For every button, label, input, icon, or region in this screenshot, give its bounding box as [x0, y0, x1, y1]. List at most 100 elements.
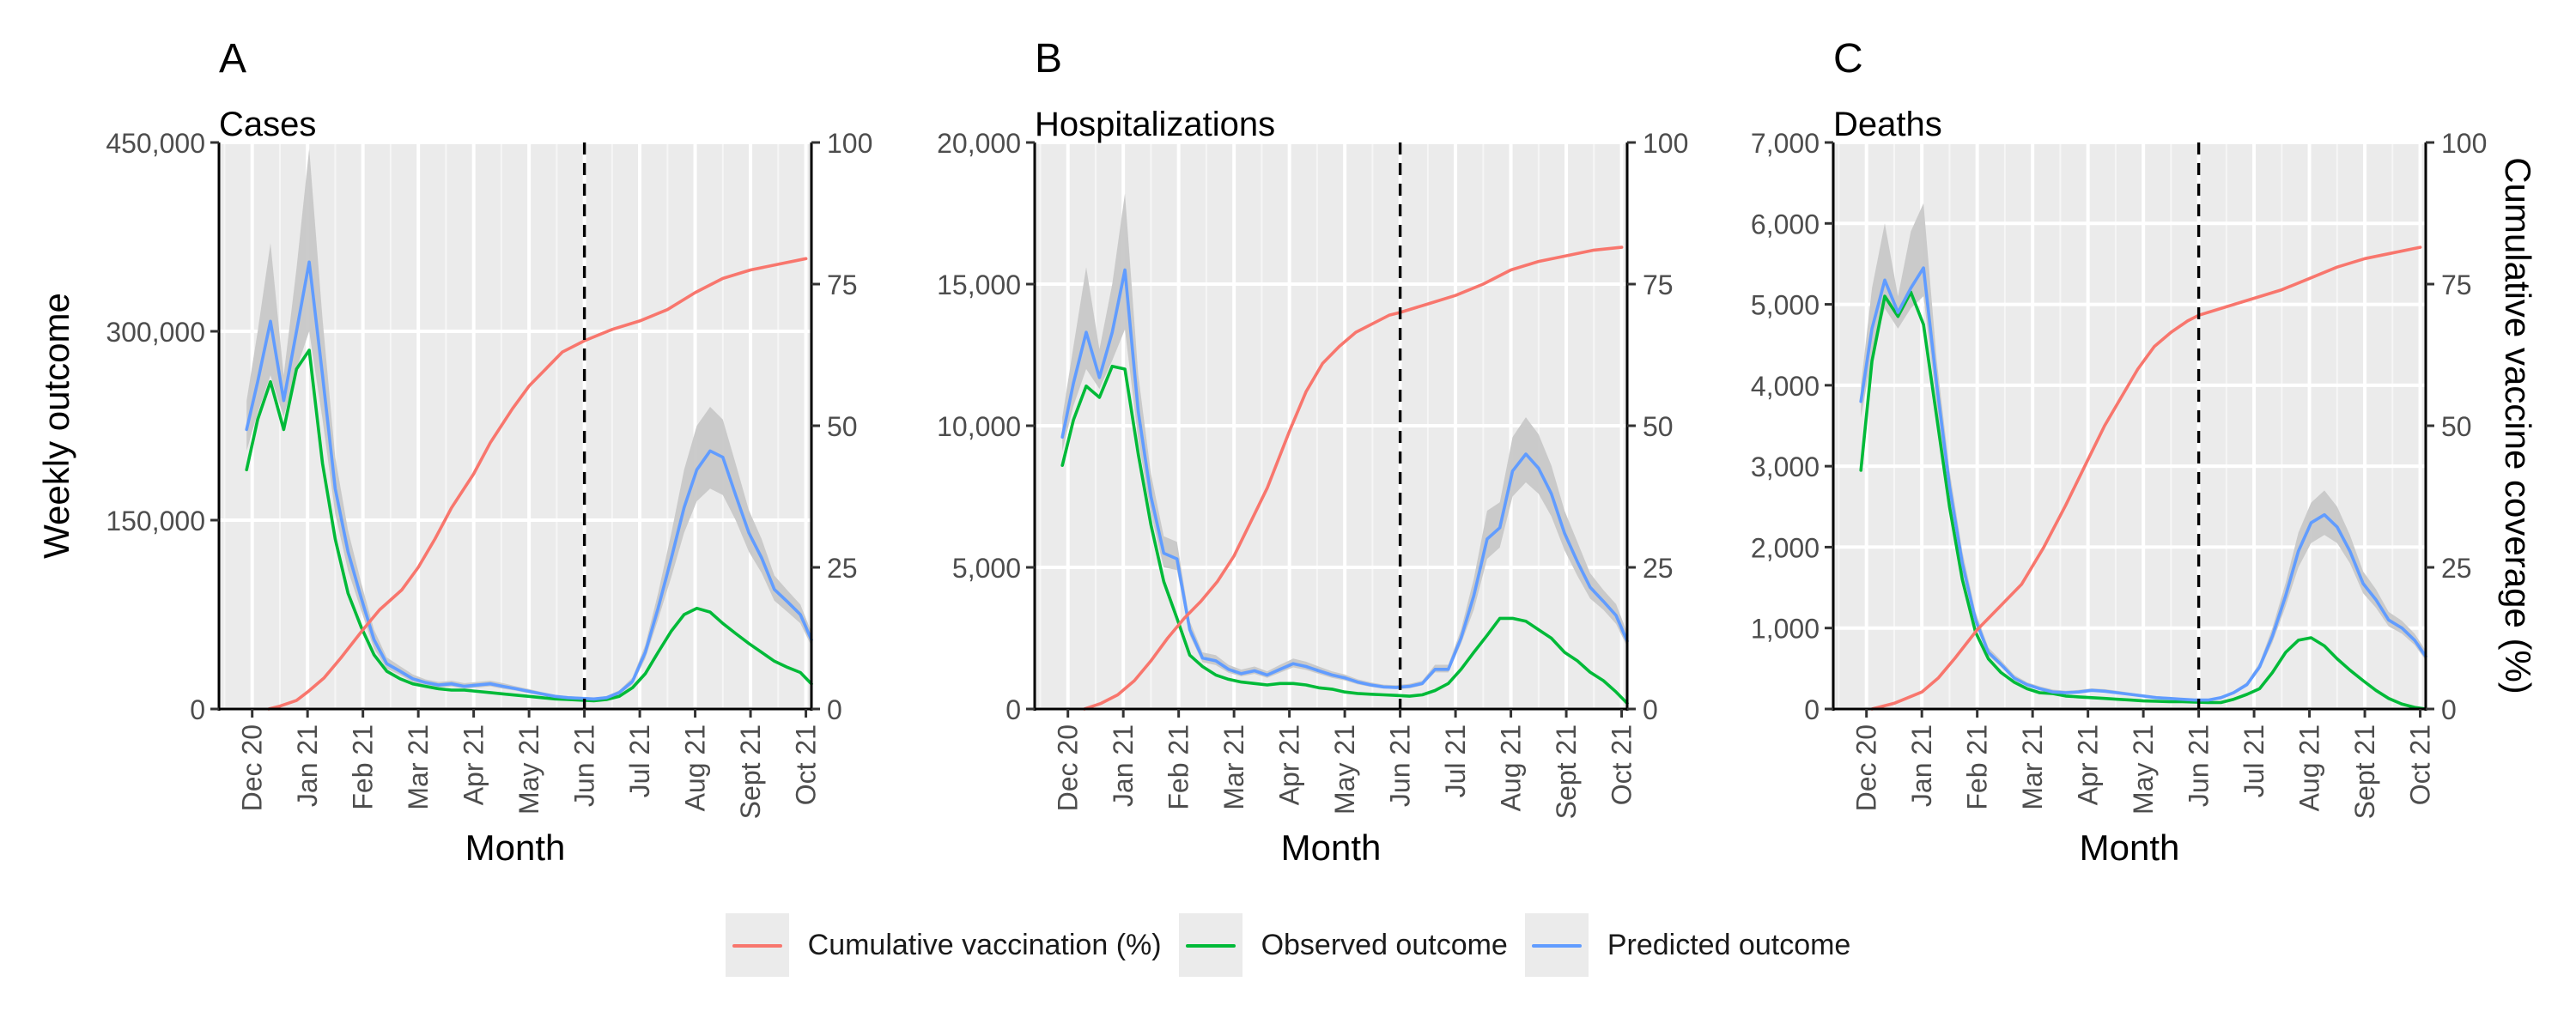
y-tick-label-right: 0 — [1643, 694, 1658, 725]
x-tick-label: Sept 21 — [1551, 724, 1582, 819]
y-tick-label-left: 7,000 — [1751, 128, 1820, 159]
x-tick-label: Jun 21 — [1385, 724, 1416, 807]
panel-tag: B — [1035, 36, 1062, 82]
x-tick-label: Apr 21 — [459, 724, 489, 805]
x-tick-label: Feb 21 — [1962, 724, 1993, 810]
panel-title: Hospitalizations — [1035, 106, 1275, 143]
vaccination-line — [1870, 245, 2422, 711]
y-tick-label-right: 50 — [2441, 411, 2472, 442]
y-tick-label-right: 100 — [827, 128, 872, 159]
y-tick-label-right: 0 — [2441, 694, 2457, 725]
x-tick-label: Mar 21 — [1218, 724, 1249, 810]
y-tick-label-left: 4,000 — [1751, 371, 1820, 402]
observed-line — [1060, 364, 1629, 706]
chart-canvas: 0 150,000 300,000 450,000 0 25 50 75 100 Dec 20 Ja… — [36, 36, 2538, 868]
panel-b: 0 5,000 10,000 15,000 20,000 0 25 50 75 100 Dec 20… — [937, 36, 1688, 868]
x-tick-label: Jul 21 — [2239, 724, 2269, 797]
panel-tag: A — [219, 36, 246, 82]
y-tick-label-left: 20,000 — [937, 128, 1021, 159]
x-tick-label: Sept 21 — [2349, 724, 2380, 819]
x-tick-label: Jun 21 — [569, 724, 600, 807]
y-tick-label-left: 6,000 — [1751, 209, 1820, 239]
y-tick-label-left: 3,000 — [1751, 451, 1820, 482]
predicted-line — [1060, 268, 1629, 689]
x-tick-label: Jan 21 — [1906, 724, 1937, 807]
legend-key-observed — [1178, 913, 1242, 977]
y-tick-label-left: 5,000 — [1751, 290, 1820, 321]
x-axis-title: Month — [465, 827, 566, 868]
legend-item-observed: Observed outcome — [1178, 912, 1508, 978]
x-tick-label: Mar 21 — [2017, 724, 2048, 810]
x-tick-label: Aug 21 — [2294, 724, 2325, 811]
x-tick-label: Jul 21 — [1440, 724, 1471, 797]
x-tick-label: Jan 21 — [1108, 724, 1139, 807]
x-tick-label: Dec 20 — [1053, 724, 1084, 811]
x-tick-label: Jun 21 — [2184, 724, 2215, 807]
y-tick-label-left: 10,000 — [937, 411, 1021, 442]
observed-line — [245, 348, 813, 703]
y-tick-label-right: 50 — [827, 411, 858, 442]
y-tick-label-left: 0 — [1804, 694, 1820, 725]
legend-label-observed: Observed outcome — [1261, 928, 1508, 961]
x-tick-label: Aug 21 — [1496, 724, 1527, 811]
y-tick-label-right: 75 — [2441, 270, 2472, 300]
panel-a: 0 150,000 300,000 450,000 0 25 50 75 100 Dec 20 Ja… — [36, 36, 872, 868]
x-tick-label: Oct 21 — [791, 724, 822, 805]
prediction-interval-ribbon — [1062, 193, 1627, 689]
y-tick-label-right: 25 — [827, 553, 858, 584]
plot-background — [1833, 142, 2426, 709]
legend-label-predicted: Predicted outcome — [1607, 928, 1851, 961]
x-tick-label: Apr 21 — [2073, 724, 2104, 805]
y-tick-label-right: 25 — [2441, 553, 2472, 584]
observed-line — [1859, 290, 2427, 711]
y-tick-label-right: 25 — [1643, 553, 1674, 584]
x-tick-label: Jul 21 — [624, 724, 655, 797]
y-tick-label-left: 1,000 — [1751, 614, 1820, 645]
x-tick-label: Apr 21 — [1274, 724, 1305, 805]
legend-label-vaccination: Cumulative vaccination (%) — [807, 928, 1162, 961]
x-tick-label: Sept 21 — [735, 724, 766, 819]
panel-tag: C — [1833, 36, 1863, 82]
x-tick-label: May 21 — [513, 724, 544, 815]
x-tick-label: May 21 — [1329, 724, 1360, 815]
x-axis-title: Month — [2080, 827, 2180, 868]
legend-item-vaccination: Cumulative vaccination (%) — [725, 912, 1162, 978]
x-tick-label: Oct 21 — [1607, 724, 1637, 805]
x-axis-title: Month — [1281, 827, 1382, 868]
panel-c: 0 1,000 2,000 3,000 4,000 5,000 6,000 7,000 0 25 5… — [1751, 36, 2538, 868]
y-axis-title-left: Weekly outcome — [36, 293, 76, 559]
x-tick-label: Mar 21 — [403, 724, 434, 810]
y-tick-label-right: 0 — [827, 694, 842, 725]
y-tick-label-right: 75 — [827, 270, 858, 300]
y-tick-label-left: 150,000 — [106, 506, 205, 536]
predicted-line — [245, 260, 813, 701]
legend-key-vaccination — [725, 913, 789, 977]
y-tick-label-left: 450,000 — [106, 128, 205, 159]
vaccination-line — [1083, 245, 1624, 711]
x-tick-label: May 21 — [2128, 724, 2159, 815]
x-tick-label: Feb 21 — [1163, 724, 1194, 810]
predicted-line — [1859, 266, 2427, 702]
y-tick-label-right: 100 — [1643, 128, 1688, 159]
y-tick-label-left: 0 — [190, 694, 205, 725]
panel-title: Cases — [219, 106, 316, 143]
legend-item-predicted: Predicted outcome — [1524, 912, 1851, 978]
legend: Cumulative vaccination (%) Observed outc… — [0, 912, 2576, 978]
x-tick-label: Oct 21 — [2405, 724, 2436, 805]
y-tick-label-left: 300,000 — [106, 317, 205, 348]
y-tick-label-right: 75 — [1643, 270, 1674, 300]
prediction-interval-ribbon — [1861, 203, 2426, 701]
x-tick-label: Dec 20 — [1851, 724, 1882, 811]
y-tick-label-left: 5,000 — [952, 553, 1021, 584]
vaccination-line — [267, 257, 808, 711]
y-tick-label-left: 2,000 — [1751, 532, 1820, 563]
y-tick-label-right: 50 — [1643, 411, 1674, 442]
x-tick-label: Jan 21 — [292, 724, 323, 807]
legend-key-predicted — [1524, 913, 1589, 977]
y-tick-label-right: 100 — [2441, 128, 2487, 159]
y-axis-title-right: Cumulative vaccine coverage (%) — [2498, 157, 2538, 694]
x-tick-label: Dec 20 — [237, 724, 268, 811]
y-tick-label-left: 15,000 — [937, 270, 1021, 300]
y-tick-label-left: 0 — [1005, 694, 1021, 725]
